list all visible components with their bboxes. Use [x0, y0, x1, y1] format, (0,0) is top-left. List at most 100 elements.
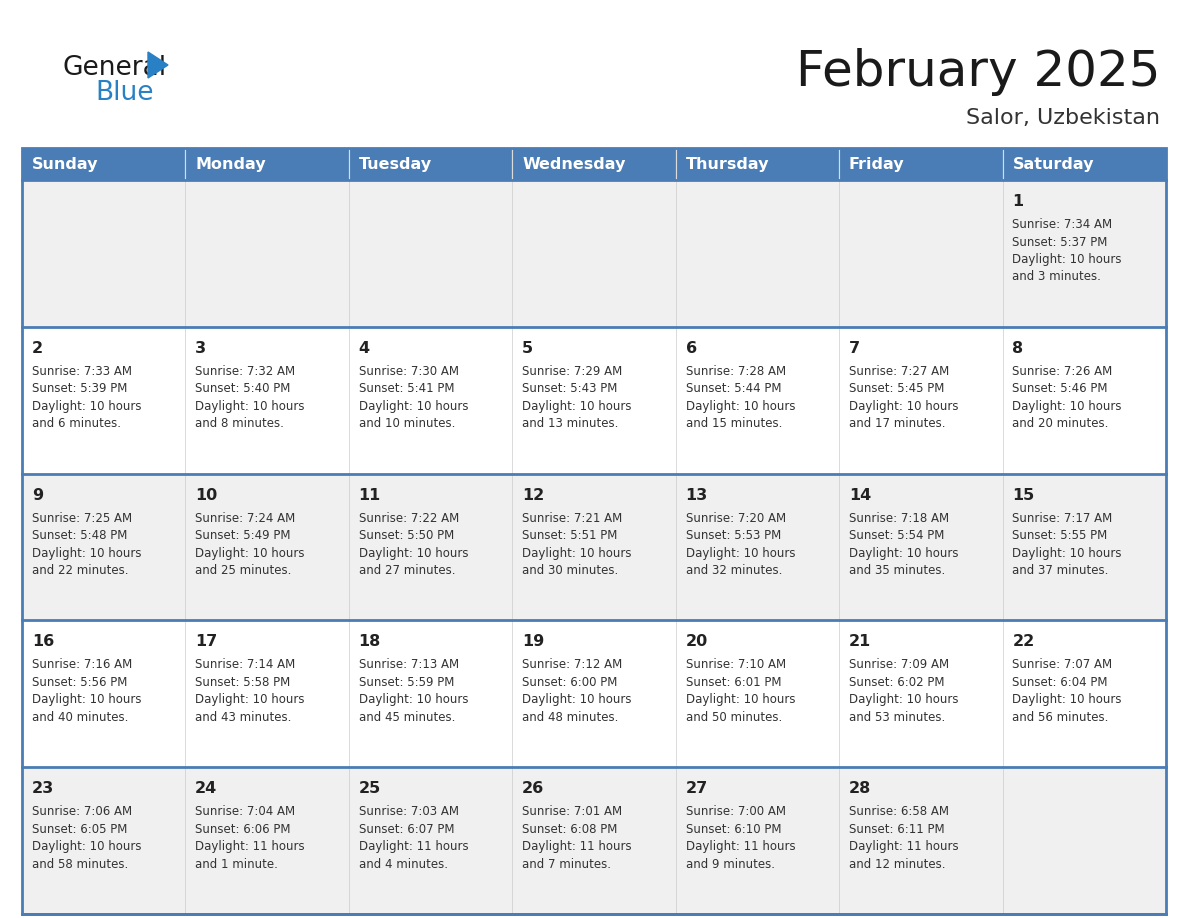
Text: Monday: Monday [195, 156, 266, 172]
Text: Daylight: 10 hours: Daylight: 10 hours [359, 546, 468, 560]
Text: Salor, Uzbekistan: Salor, Uzbekistan [966, 108, 1159, 128]
Text: and 10 minutes.: and 10 minutes. [359, 418, 455, 431]
Text: Daylight: 10 hours: Daylight: 10 hours [685, 693, 795, 706]
Text: 12: 12 [522, 487, 544, 502]
Text: 19: 19 [522, 634, 544, 649]
Text: Daylight: 10 hours: Daylight: 10 hours [849, 400, 959, 413]
Text: Daylight: 10 hours: Daylight: 10 hours [522, 546, 632, 560]
Text: Sunset: 6:05 PM: Sunset: 6:05 PM [32, 823, 127, 835]
Text: Blue: Blue [95, 80, 153, 106]
Text: 23: 23 [32, 781, 55, 796]
Text: 7: 7 [849, 341, 860, 356]
Text: 25: 25 [359, 781, 381, 796]
Text: Daylight: 10 hours: Daylight: 10 hours [32, 693, 141, 706]
Text: 6: 6 [685, 341, 696, 356]
Text: and 58 minutes.: and 58 minutes. [32, 857, 128, 870]
Text: Daylight: 10 hours: Daylight: 10 hours [195, 693, 305, 706]
Text: 14: 14 [849, 487, 871, 502]
Text: Sunrise: 7:32 AM: Sunrise: 7:32 AM [195, 364, 296, 378]
Text: and 40 minutes.: and 40 minutes. [32, 711, 128, 724]
Text: Sunset: 5:40 PM: Sunset: 5:40 PM [195, 382, 291, 396]
Text: and 30 minutes.: and 30 minutes. [522, 564, 618, 577]
Text: Sunrise: 7:04 AM: Sunrise: 7:04 AM [195, 805, 296, 818]
Text: Thursday: Thursday [685, 156, 769, 172]
Text: Sunset: 5:44 PM: Sunset: 5:44 PM [685, 382, 781, 396]
Text: Daylight: 10 hours: Daylight: 10 hours [1012, 253, 1121, 266]
Text: 16: 16 [32, 634, 55, 649]
Text: and 8 minutes.: and 8 minutes. [195, 418, 284, 431]
Text: and 20 minutes.: and 20 minutes. [1012, 418, 1108, 431]
Text: Sunrise: 7:00 AM: Sunrise: 7:00 AM [685, 805, 785, 818]
Text: Sunset: 5:45 PM: Sunset: 5:45 PM [849, 382, 944, 396]
Text: Daylight: 11 hours: Daylight: 11 hours [522, 840, 632, 853]
Text: Sunset: 5:41 PM: Sunset: 5:41 PM [359, 382, 454, 396]
Bar [512, 148, 676, 180]
Text: Sunset: 6:11 PM: Sunset: 6:11 PM [849, 823, 944, 835]
Text: and 56 minutes.: and 56 minutes. [1012, 711, 1108, 724]
Text: Sunset: 5:58 PM: Sunset: 5:58 PM [195, 676, 291, 688]
Text: Saturday: Saturday [1012, 156, 1094, 172]
Bar [185, 148, 349, 180]
Text: Sunset: 5:56 PM: Sunset: 5:56 PM [32, 676, 127, 688]
Text: Daylight: 10 hours: Daylight: 10 hours [195, 400, 305, 413]
Text: Sunrise: 7:12 AM: Sunrise: 7:12 AM [522, 658, 623, 671]
Bar [839, 148, 1003, 180]
Text: and 7 minutes.: and 7 minutes. [522, 857, 611, 870]
Text: Sunset: 5:50 PM: Sunset: 5:50 PM [359, 529, 454, 543]
Text: Daylight: 10 hours: Daylight: 10 hours [359, 400, 468, 413]
Text: and 15 minutes.: and 15 minutes. [685, 418, 782, 431]
Bar [349, 148, 512, 180]
Text: Sunrise: 7:27 AM: Sunrise: 7:27 AM [849, 364, 949, 378]
Bar [23, 148, 1165, 914]
Text: Daylight: 10 hours: Daylight: 10 hours [32, 400, 141, 413]
Text: Sunset: 6:06 PM: Sunset: 6:06 PM [195, 823, 291, 835]
Text: Daylight: 10 hours: Daylight: 10 hours [849, 546, 959, 560]
Text: 10: 10 [195, 487, 217, 502]
Text: and 43 minutes.: and 43 minutes. [195, 711, 291, 724]
Text: Sunset: 6:00 PM: Sunset: 6:00 PM [522, 676, 618, 688]
Text: Daylight: 10 hours: Daylight: 10 hours [1012, 400, 1121, 413]
Text: Sunrise: 7:28 AM: Sunrise: 7:28 AM [685, 364, 785, 378]
Text: Daylight: 10 hours: Daylight: 10 hours [32, 546, 141, 560]
Text: Sunrise: 7:29 AM: Sunrise: 7:29 AM [522, 364, 623, 378]
Text: 22: 22 [1012, 634, 1035, 649]
Text: Sunset: 5:53 PM: Sunset: 5:53 PM [685, 529, 781, 543]
Bar [23, 327, 1165, 474]
Text: Daylight: 10 hours: Daylight: 10 hours [195, 546, 305, 560]
Text: Sunset: 5:54 PM: Sunset: 5:54 PM [849, 529, 944, 543]
Text: 27: 27 [685, 781, 708, 796]
Text: Friday: Friday [849, 156, 904, 172]
Text: Sunset: 5:59 PM: Sunset: 5:59 PM [359, 676, 454, 688]
Text: Sunrise: 7:10 AM: Sunrise: 7:10 AM [685, 658, 785, 671]
Text: Daylight: 10 hours: Daylight: 10 hours [522, 400, 632, 413]
Text: Sunset: 6:07 PM: Sunset: 6:07 PM [359, 823, 454, 835]
Text: 9: 9 [32, 487, 43, 502]
Text: 17: 17 [195, 634, 217, 649]
Text: Sunset: 5:48 PM: Sunset: 5:48 PM [32, 529, 127, 543]
Text: Sunrise: 6:58 AM: Sunrise: 6:58 AM [849, 805, 949, 818]
Text: Sunrise: 7:21 AM: Sunrise: 7:21 AM [522, 511, 623, 524]
Text: and 1 minute.: and 1 minute. [195, 857, 278, 870]
Text: Daylight: 10 hours: Daylight: 10 hours [522, 693, 632, 706]
Text: Daylight: 10 hours: Daylight: 10 hours [685, 546, 795, 560]
Text: Daylight: 11 hours: Daylight: 11 hours [195, 840, 305, 853]
Text: and 27 minutes.: and 27 minutes. [359, 564, 455, 577]
Text: Sunrise: 7:07 AM: Sunrise: 7:07 AM [1012, 658, 1112, 671]
Text: Sunrise: 7:13 AM: Sunrise: 7:13 AM [359, 658, 459, 671]
Bar [676, 148, 839, 180]
Text: Sunrise: 7:16 AM: Sunrise: 7:16 AM [32, 658, 132, 671]
Text: and 53 minutes.: and 53 minutes. [849, 711, 946, 724]
Text: Wednesday: Wednesday [522, 156, 625, 172]
Text: 24: 24 [195, 781, 217, 796]
Bar [23, 180, 1165, 327]
Text: Daylight: 11 hours: Daylight: 11 hours [359, 840, 468, 853]
Text: Daylight: 11 hours: Daylight: 11 hours [849, 840, 959, 853]
Text: Sunrise: 7:14 AM: Sunrise: 7:14 AM [195, 658, 296, 671]
Text: Sunrise: 7:25 AM: Sunrise: 7:25 AM [32, 511, 132, 524]
Text: and 13 minutes.: and 13 minutes. [522, 418, 619, 431]
Bar [1003, 148, 1165, 180]
Text: Sunrise: 7:18 AM: Sunrise: 7:18 AM [849, 511, 949, 524]
Text: Sunrise: 7:17 AM: Sunrise: 7:17 AM [1012, 511, 1113, 524]
Text: Daylight: 10 hours: Daylight: 10 hours [1012, 546, 1121, 560]
Text: Daylight: 10 hours: Daylight: 10 hours [32, 840, 141, 853]
